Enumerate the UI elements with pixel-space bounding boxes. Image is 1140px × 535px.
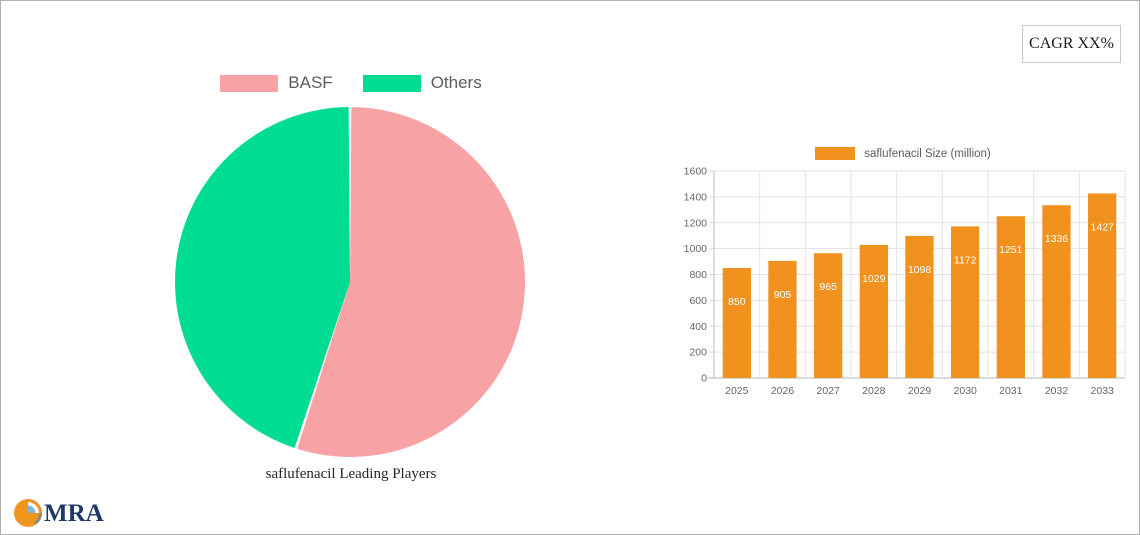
bar-value-label: 905 [774,289,792,301]
bar-legend-swatch [815,147,856,160]
bar-chart-svg: 0 200 400 600 800 1000 1200 1400 1600 850 2025 905 2… [684,166,1126,397]
pie-legend-label-others: Others [430,73,482,92]
pie-legend: BASF Others [21,73,681,93]
pie-chart [174,106,526,458]
pie-legend-item-basf: BASF [220,73,333,93]
bar-value-label: 850 [728,296,746,308]
x-axis-tick-label: 2026 [771,385,795,397]
bar-2028 [859,244,888,378]
bar-value-label: 1098 [908,264,932,276]
y-axis-tick-label: 0 [701,373,707,385]
y-axis-tick-label: 1200 [684,217,708,229]
bar-value-label: 965 [819,281,837,293]
x-axis-tick-label: 2032 [1045,385,1069,397]
x-axis-tick-label: 2030 [954,385,978,397]
pie-chart-panel: BASF Others saflufenacil Leading Players [21,61,681,486]
x-axis-tick-label: 2033 [1091,385,1115,397]
pie-legend-item-others: Others [362,73,482,93]
bar-value-label: 1251 [999,244,1023,256]
pie-slice-basf [297,107,526,458]
bar-2025 [722,268,751,378]
brand-logo: MRA [13,498,104,528]
bar-value-label: 1336 [1045,233,1069,245]
x-axis-tick-label: 2027 [817,385,841,397]
cagr-badge: CAGR XX% [1022,25,1121,63]
brand-logo-text: MRA [44,499,104,527]
bar-2026 [768,260,797,378]
bar-chart-plot: 0 200 400 600 800 1000 1200 1400 1600 850 2025 905 2… [677,163,1129,413]
bar-legend-label: saflufenacil Size (million) [864,147,991,160]
x-axis-tick-label: 2025 [725,385,749,397]
bar-2027 [814,253,843,378]
pie-chart-logo-icon [14,499,43,527]
y-axis-tick-label: 200 [689,347,707,359]
x-axis-tick-label: 2028 [862,385,886,397]
bar-chart-panel: saflufenacil Size (million) 0 200 400 600 80… [677,141,1129,413]
bar-2032 [1042,205,1071,378]
cagr-badge-label: CAGR XX% [1029,35,1114,52]
y-axis-tick-label: 800 [689,269,707,281]
pie-legend-swatch-others [362,74,421,92]
y-axis-tick-label: 1600 [684,166,708,178]
bar-2033 [1088,193,1117,378]
pie-chart-svg [175,107,526,458]
pie-legend-label-basf: BASF [288,73,333,92]
pie-slice-others [175,107,350,449]
pie-chart-caption: saflufenacil Leading Players [265,466,437,482]
x-axis-tick-label: 2031 [999,385,1023,397]
bar-2031 [996,216,1025,378]
x-axis-tick-label: 2029 [908,385,932,397]
y-axis-tick-label: 600 [689,295,707,307]
y-axis-tick-label: 400 [689,321,707,333]
y-axis-tick-label: 1400 [684,191,708,203]
bar-value-label: 1427 [1091,221,1115,233]
bar-2030 [951,226,980,378]
bar-legend: saflufenacil Size (million) [677,147,1129,160]
pie-legend-swatch-basf [220,74,279,92]
bar-2029 [905,235,934,378]
y-axis-tick-label: 1000 [684,243,708,255]
bar-value-label: 1029 [862,273,886,285]
bar-value-label: 1172 [954,254,977,266]
